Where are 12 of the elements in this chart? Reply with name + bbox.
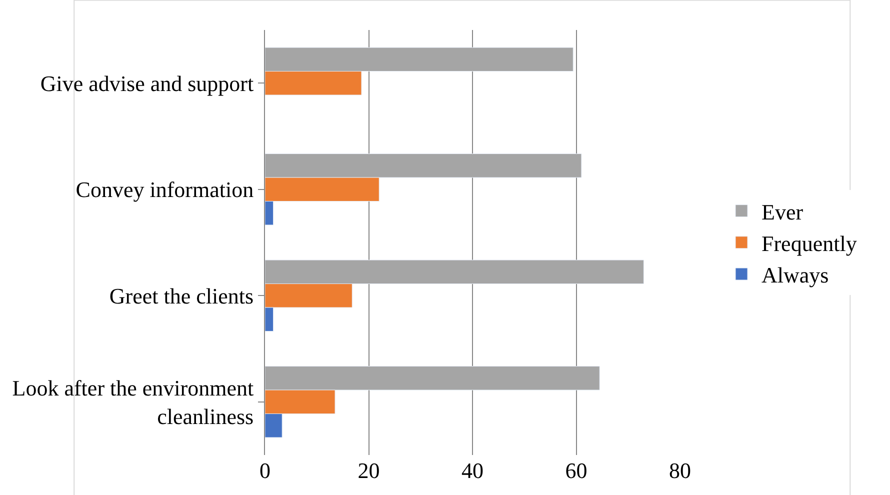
x-tick-label: 20 — [358, 458, 380, 483]
x-tick-label: 0 — [260, 458, 270, 483]
x-tick-label: 80 — [669, 458, 691, 483]
legend-label: Ever — [762, 199, 804, 224]
y-tick-label: Greet the clients — [109, 283, 254, 308]
y-tick-label: Convey information — [76, 177, 254, 202]
legend-label: Always — [762, 262, 829, 288]
legend-label: Frequently — [762, 230, 857, 256]
y-tick-label: Give advise and support — [40, 70, 254, 96]
y-tick-label: Look after the environment cleanliness — [12, 375, 254, 429]
x-tick-label: 40 — [462, 458, 484, 483]
x-tick-label: 60 — [565, 458, 588, 483]
